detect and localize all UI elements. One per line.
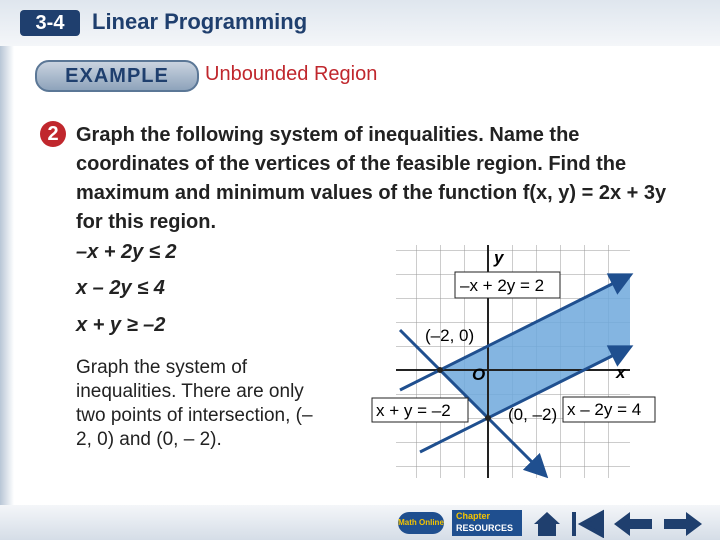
inequality: x – 2y ≤ 4 <box>76 277 165 299</box>
line-label: x + y = –2 <box>376 401 451 420</box>
graph: y x O –x + 2y = 2 x + y = –2 x – 2y = 4 … <box>371 245 656 479</box>
example-badge: EXAMPLE <box>35 60 199 92</box>
problem-text: Graph the following system of inequaliti… <box>76 124 667 233</box>
inequality: x + y ≥ –2 <box>76 314 166 336</box>
line <box>398 328 549 479</box>
chapter-resources-button[interactable]: Chapter RESOURCES <box>452 510 522 536</box>
label-box <box>454 271 561 299</box>
line-label: –x + 2y = 2 <box>460 276 544 295</box>
first-button[interactable] <box>572 509 604 538</box>
vertex-label: (0, –2) <box>508 405 557 424</box>
line-label: x – 2y = 4 <box>567 400 641 419</box>
example-title: Unbounded Region <box>205 63 378 85</box>
chapter-text: Chapter <box>456 511 491 521</box>
math-online-button[interactable]: Math Online <box>398 512 444 534</box>
origin-label: O <box>472 365 485 384</box>
back-button[interactable] <box>614 512 652 536</box>
header-bar <box>0 0 720 46</box>
line <box>419 345 634 454</box>
inequality: –x + 2y ≤ 2 <box>76 241 177 263</box>
label-box <box>371 397 469 423</box>
vertex <box>437 367 443 373</box>
problem-number: 2 <box>40 121 66 147</box>
axis-label: y <box>493 248 505 267</box>
side-stripe <box>0 46 14 540</box>
home-button[interactable] <box>534 512 560 536</box>
vertex <box>485 415 491 421</box>
vertex-label: (–2, 0) <box>425 326 474 345</box>
axis-label: x <box>615 363 627 382</box>
lesson-title: Linear Programming <box>92 9 308 34</box>
next-button[interactable] <box>664 512 702 536</box>
explanation: Graph the system of inequalities. There … <box>76 357 313 450</box>
resources-text: RESOURCES <box>456 523 514 533</box>
nav-buttons <box>534 509 702 538</box>
label-box <box>562 396 656 423</box>
lesson-badge: 3-4 <box>20 10 80 36</box>
